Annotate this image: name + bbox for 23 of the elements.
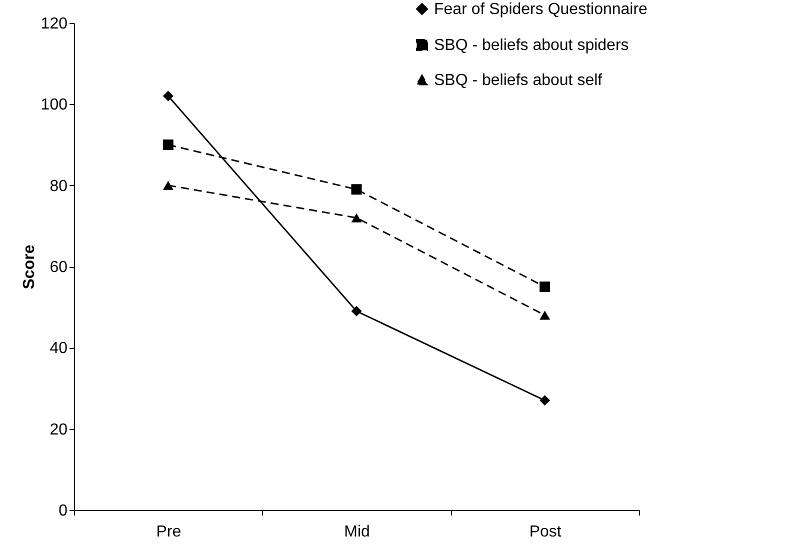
legend-label: SBQ - beliefs about spiders [434, 37, 629, 54]
point [351, 213, 362, 222]
x-tick-label: Post [529, 524, 562, 540]
point [540, 310, 550, 320]
point [162, 180, 174, 190]
x-tick-label: Pre [156, 524, 182, 540]
y-tick-label: 100 [40, 96, 68, 114]
y-tick-label: 40 [50, 340, 68, 358]
legend-label: SBQ - beliefs about self [434, 72, 603, 89]
y-tick-label: 120 [40, 16, 68, 32]
point [540, 282, 550, 292]
x-tick-label: Mid [344, 524, 370, 540]
legend-label: Fear of Spiders Questionnaire [434, 1, 648, 18]
point [540, 395, 550, 406]
point [162, 140, 174, 150]
point [351, 184, 362, 195]
y-tick-label: 80 [50, 178, 68, 195]
point [351, 306, 362, 316]
y-axis-title: Score [20, 244, 38, 290]
y-tick-label: 0 [58, 502, 68, 520]
y-tick-label: 20 [50, 421, 68, 438]
point [162, 90, 174, 102]
y-tick-label: 60 [50, 259, 68, 276]
